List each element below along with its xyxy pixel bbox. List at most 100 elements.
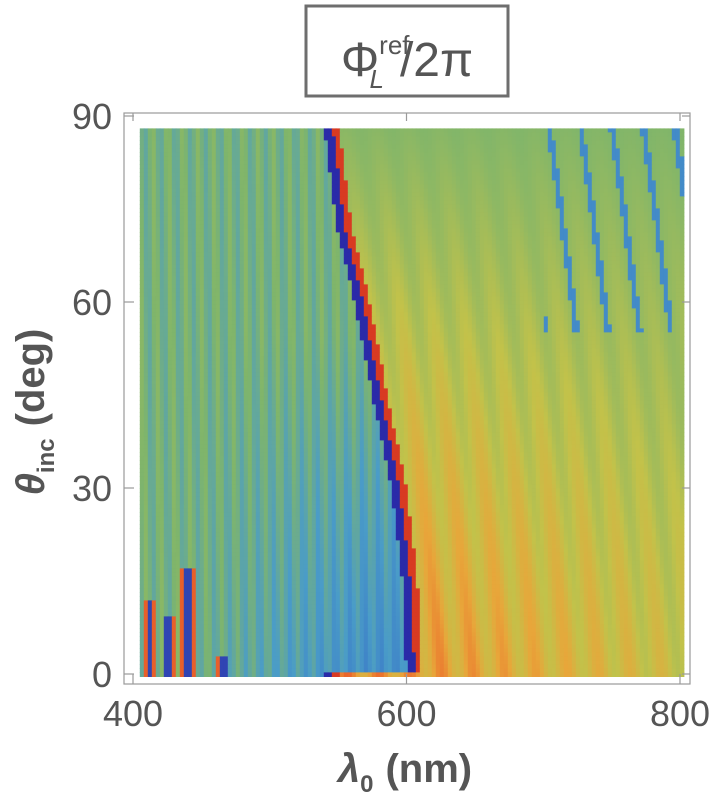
heatmap-cell <box>568 252 573 257</box>
heatmap-cell <box>596 220 601 225</box>
heatmap-cell <box>176 148 181 153</box>
heatmap-cell <box>168 208 173 213</box>
heatmap-cell <box>680 264 685 269</box>
heatmap-cell <box>652 176 657 181</box>
heatmap-cell <box>416 144 421 149</box>
heatmap-cell <box>292 204 297 209</box>
heatmap-cell <box>552 264 557 269</box>
heatmap-cell <box>160 228 165 233</box>
heatmap-cell <box>344 192 349 197</box>
heatmap-cell <box>196 220 201 225</box>
heatmap-cell <box>388 184 393 189</box>
heatmap-cell <box>468 132 473 137</box>
heatmap-cell <box>224 196 229 201</box>
heatmap-cell <box>668 212 673 217</box>
heatmap-cell <box>416 196 421 201</box>
heatmap-cell <box>648 228 653 233</box>
heatmap-cell <box>188 212 193 217</box>
heatmap-cell <box>496 248 501 253</box>
heatmap-cell <box>284 260 289 265</box>
heatmap-cell <box>640 156 645 161</box>
heatmap-cell <box>376 168 381 173</box>
heatmap-cell <box>544 156 549 161</box>
heatmap-cell <box>488 252 493 257</box>
heatmap-cell <box>576 216 581 221</box>
heatmap-cell <box>600 264 605 269</box>
heatmap-cell <box>660 192 665 197</box>
heatmap-cell <box>284 248 289 253</box>
heatmap-cell <box>360 144 365 149</box>
heatmap-cell <box>316 224 321 229</box>
heatmap-cell <box>180 152 185 157</box>
heatmap-cell <box>172 236 177 241</box>
heatmap-cell <box>452 272 457 277</box>
heatmap-cell <box>176 140 181 145</box>
heatmap-cell <box>548 264 553 269</box>
heatmap-cell <box>276 252 281 257</box>
heatmap-cell <box>280 192 285 197</box>
heatmap-cell <box>412 192 417 197</box>
heatmap-cell <box>648 144 653 149</box>
heatmap-cell <box>628 228 633 233</box>
heatmap-cell <box>544 208 549 213</box>
heatmap-cell <box>476 152 481 157</box>
heatmap-cell <box>368 148 373 153</box>
heatmap-cell <box>148 236 153 241</box>
heatmap-cell <box>484 244 489 249</box>
heatmap-cell <box>488 172 493 177</box>
heatmap-cell <box>628 148 633 153</box>
heatmap-cell <box>268 204 273 209</box>
heatmap-cell <box>544 132 549 137</box>
heatmap-cell <box>432 180 437 185</box>
heatmap-cell <box>140 256 145 261</box>
heatmap-cell <box>188 268 193 273</box>
heatmap-cell <box>144 272 149 277</box>
heatmap-cell <box>328 140 333 145</box>
heatmap-cell <box>656 252 661 257</box>
heatmap-cell <box>196 208 201 213</box>
heatmap-cell <box>488 256 493 261</box>
heatmap-cell <box>148 172 153 177</box>
heatmap-cell <box>276 172 281 177</box>
heatmap-cell <box>328 148 333 153</box>
heatmap-cell <box>468 184 473 189</box>
heatmap-cell <box>140 168 145 173</box>
heatmap-cell <box>404 160 409 165</box>
heatmap-cell <box>428 252 433 257</box>
heatmap-cell <box>176 192 181 197</box>
heatmap-cell <box>528 164 533 169</box>
heatmap-cell <box>340 152 345 157</box>
heatmap-cell <box>476 220 481 225</box>
heatmap-cell <box>240 216 245 221</box>
heatmap-cell <box>292 268 297 273</box>
heatmap-cell <box>432 204 437 209</box>
heatmap-cell <box>328 224 333 229</box>
heatmap-cell <box>552 228 557 233</box>
heatmap-cell <box>612 196 617 201</box>
heatmap-cell <box>400 140 405 145</box>
heatmap-cell <box>412 128 417 133</box>
heatmap-cell <box>664 132 669 137</box>
heatmap-cell <box>556 200 561 205</box>
heatmap-cell <box>400 240 405 245</box>
heatmap-cell <box>156 264 161 269</box>
heatmap-cell <box>324 204 329 209</box>
heatmap-cell <box>476 260 481 265</box>
heatmap-cell <box>572 192 577 197</box>
heatmap-cell <box>288 252 293 257</box>
heatmap-cell <box>552 192 557 197</box>
heatmap-cell <box>640 140 645 145</box>
heatmap-cell <box>156 208 161 213</box>
heatmap-cell <box>192 236 197 241</box>
heatmap-cell <box>392 184 397 189</box>
heatmap-cell <box>416 152 421 157</box>
heatmap-cell <box>528 128 533 133</box>
heatmap-cell <box>528 172 533 177</box>
heatmap-cell <box>656 144 661 149</box>
heatmap-cell <box>544 224 549 229</box>
heatmap-cell <box>140 196 145 201</box>
heatmap-cell <box>624 144 629 149</box>
heatmap-cell <box>480 244 485 249</box>
heatmap-cell <box>448 236 453 241</box>
heatmap-cell <box>676 260 681 265</box>
